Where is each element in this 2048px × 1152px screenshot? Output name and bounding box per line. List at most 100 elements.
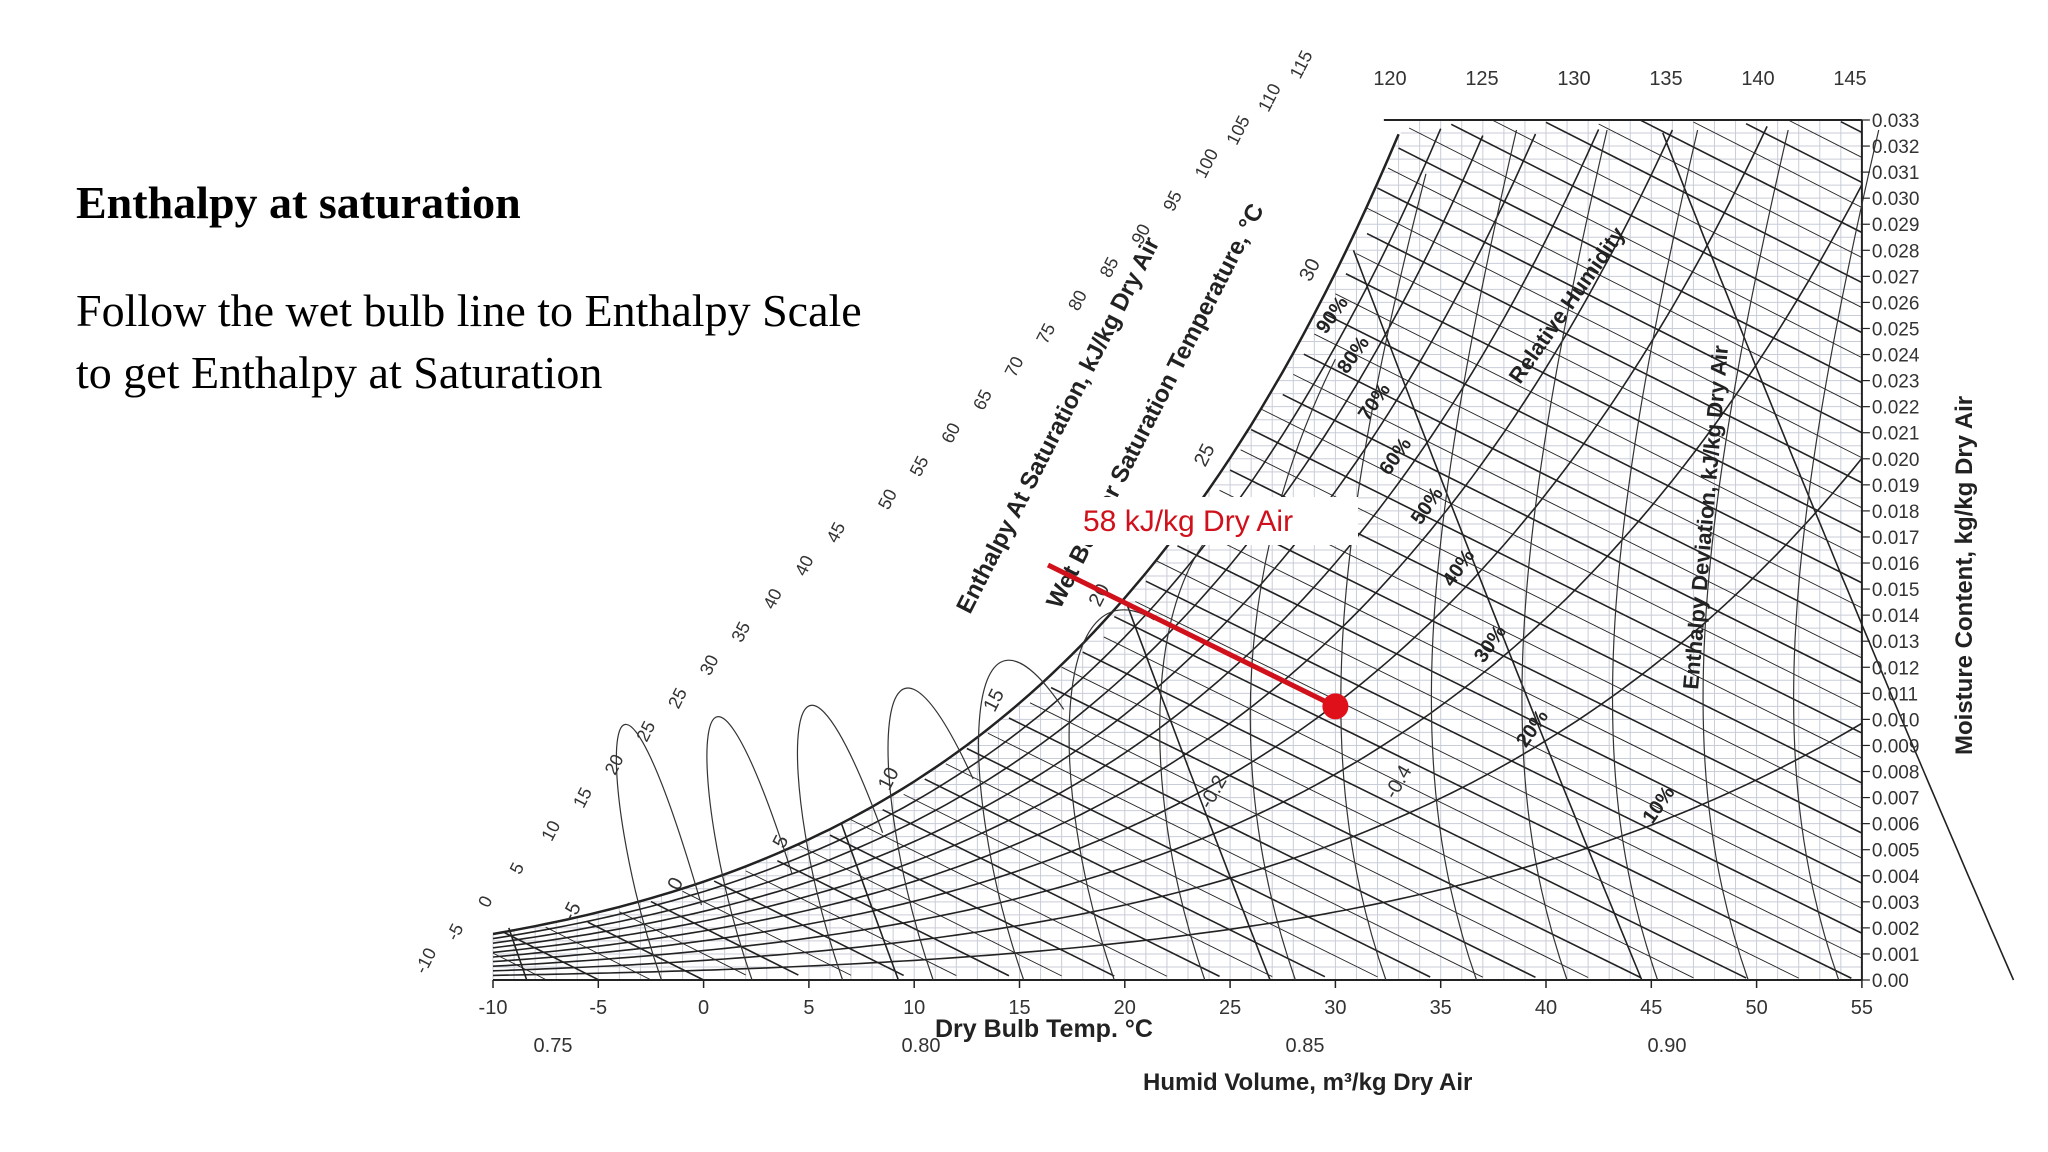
rh-curve bbox=[492, 129, 1674, 958]
saturation-curve bbox=[492, 133, 1400, 936]
y-axis-label: Moisture Content, kg/kg Dry Air bbox=[1951, 396, 1978, 755]
y-tick-label: 0.026 bbox=[1872, 293, 1920, 314]
enthalpy-tick-label: 15 bbox=[569, 784, 596, 811]
y-tick-label: 0.016 bbox=[1872, 554, 1920, 575]
enthalpy-line bbox=[798, 844, 1062, 977]
rh-curve bbox=[492, 135, 1484, 944]
x-tick-label: 45 bbox=[1640, 997, 1662, 1019]
enthalpy-deviation-curve bbox=[887, 687, 974, 981]
enthalpy-line bbox=[1261, 408, 1863, 709]
humid-volume-line bbox=[508, 927, 528, 981]
annotation-label: 58 kJ/kg Dry Air bbox=[1083, 505, 1293, 538]
y-tick-label: 0.022 bbox=[1872, 398, 1920, 419]
annotation-wet-bulb-line bbox=[1046, 562, 1337, 709]
enthalpy-line bbox=[587, 921, 704, 981]
enthalpy-deviation-curve bbox=[1249, 358, 1336, 981]
humid-volume-tick-label: 0.90 bbox=[1648, 1035, 1687, 1057]
enthalpy-line bbox=[1061, 666, 1694, 979]
enthalpy-line bbox=[745, 870, 957, 976]
enthalpy-line bbox=[1293, 373, 1863, 659]
enthalpy-line bbox=[882, 808, 1220, 978]
enthalpy-deviation-curve bbox=[1521, 129, 1608, 981]
enthalpy-tick-label: 110 bbox=[1254, 80, 1285, 115]
enthalpy-line bbox=[650, 900, 799, 976]
rh-curve bbox=[492, 184, 1863, 967]
enthalpy-line bbox=[850, 819, 1168, 977]
top-tick-label: 125 bbox=[1465, 68, 1498, 90]
enthalpy-line bbox=[1545, 121, 1863, 284]
x-tick-label: 50 bbox=[1745, 997, 1767, 1019]
humid-volume-line bbox=[840, 823, 900, 981]
slide-body-line-1: Follow the wet bulb line to Enthalpy Sca… bbox=[76, 285, 862, 337]
rh-curve bbox=[492, 126, 1768, 963]
y-tick-label: 0.010 bbox=[1872, 710, 1920, 731]
rh-curve bbox=[492, 722, 1863, 977]
enthalpy-tick-label: 40 bbox=[759, 585, 786, 612]
slide-body: Follow the wet bulb line to Enthalpy Sca… bbox=[76, 280, 976, 404]
humid-volume-line bbox=[1125, 601, 1271, 981]
y-tick-label: 0.024 bbox=[1872, 346, 1920, 367]
enthalpy-tick-label: 115 bbox=[1286, 47, 1317, 82]
enthalpy-line bbox=[1324, 313, 1863, 584]
slide-body-line-2: to get Enthalpy at Saturation bbox=[76, 347, 603, 399]
enthalpy-line bbox=[545, 926, 652, 981]
enthalpy-line bbox=[1050, 686, 1642, 979]
enthalpy-line bbox=[1787, 119, 1863, 158]
enthalpy-deviation-curve bbox=[706, 716, 793, 981]
x-tick-label: 15 bbox=[1008, 997, 1030, 1019]
y-tick-label: 0.00 bbox=[1872, 971, 1909, 992]
y-tick-label: 0.014 bbox=[1872, 606, 1920, 627]
enthalpy-tick-label: 25 bbox=[664, 685, 691, 712]
enthalpy-line bbox=[1840, 121, 1863, 134]
enthalpy-line bbox=[1387, 167, 1863, 409]
y-tick-label: 0.033 bbox=[1872, 111, 1920, 132]
enthalpy-tick-label: 50 bbox=[874, 486, 901, 513]
enthalpy-tick-label: 5 bbox=[506, 859, 528, 877]
x-tick-label: -10 bbox=[479, 997, 508, 1019]
enthalpy-line bbox=[682, 890, 852, 976]
x-axis-label: Dry Bulb Temp. °C bbox=[935, 1015, 1153, 1043]
y-tick-label: 0.008 bbox=[1872, 763, 1920, 784]
enthalpy-line bbox=[1156, 560, 1863, 909]
enthalpy-line bbox=[966, 747, 1431, 978]
y-tick-label: 0.027 bbox=[1872, 267, 1920, 288]
enthalpy-deviation-curve bbox=[615, 723, 703, 981]
y-tick-label: 0.012 bbox=[1872, 658, 1920, 679]
rh-curve-label: 70% bbox=[1354, 379, 1395, 425]
enthalpy-tick-label: 75 bbox=[1032, 320, 1059, 347]
enthalpy-line bbox=[1493, 120, 1863, 308]
y-tick-label: 0.003 bbox=[1872, 893, 1920, 914]
rh-curve-label: 10% bbox=[1638, 782, 1679, 828]
y-tick-label: 0.007 bbox=[1872, 789, 1920, 810]
x-tick-label: 40 bbox=[1535, 997, 1557, 1019]
chart-curves bbox=[492, 119, 2015, 981]
x-tick-label: 25 bbox=[1219, 997, 1241, 1019]
y-tick-label: 0.018 bbox=[1872, 502, 1920, 523]
enthalpy-deviation-label: Enthalpy Deviation, kJ/kg Dry Air bbox=[1678, 344, 1733, 690]
enthalpy-line bbox=[1640, 119, 1863, 234]
annotation-group: 58 kJ/kg Dry Air bbox=[1046, 497, 1358, 720]
top-tick-label: 140 bbox=[1741, 68, 1774, 90]
top-tick-label: 120 bbox=[1373, 68, 1406, 90]
enthalpy-deviation-curve bbox=[1702, 129, 1789, 981]
annotation-state-point bbox=[1322, 693, 1349, 720]
y-tick-label: 0.028 bbox=[1872, 241, 1920, 262]
x-tick-label: 35 bbox=[1430, 997, 1452, 1019]
enthalpy-tick-label: 55 bbox=[906, 453, 933, 480]
chart-grid bbox=[492, 119, 1863, 981]
x-tick-label: 10 bbox=[903, 997, 925, 1019]
enthalpy-line bbox=[1345, 273, 1863, 534]
rh-curve bbox=[492, 129, 1600, 954]
enthalpy-line bbox=[1303, 353, 1863, 634]
enthalpy-line bbox=[1335, 293, 1863, 559]
rh-curve bbox=[492, 133, 1537, 949]
rh-curve bbox=[492, 128, 1442, 940]
humid-volume-tick-label: 0.80 bbox=[902, 1035, 941, 1057]
slide-title: Enthalpy at saturation bbox=[76, 177, 521, 228]
wet-bulb-tick-label: 0 bbox=[663, 874, 688, 894]
enthalpy-tick-label: 0 bbox=[474, 893, 496, 911]
enthalpy-line bbox=[1250, 428, 1863, 734]
enthalpy-line bbox=[1398, 147, 1863, 384]
wet-bulb-tick-label: 30 bbox=[1295, 255, 1325, 285]
enthalpy-deviation-curve bbox=[978, 659, 1065, 981]
